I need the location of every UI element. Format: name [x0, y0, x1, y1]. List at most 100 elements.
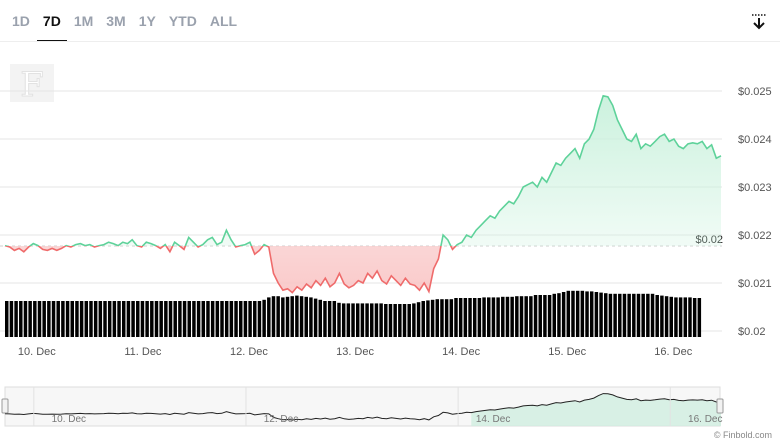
volume-bar: [613, 293, 617, 337]
volume-bar: [355, 303, 360, 337]
volume-bar: [56, 301, 60, 337]
volume-bar: [145, 301, 149, 337]
volume-bar: [566, 290, 571, 337]
volume-bar: [5, 301, 9, 337]
volume-bar: [313, 298, 318, 337]
volume-bar: [365, 303, 369, 337]
volume-bar: [519, 296, 524, 337]
volume-bar: [627, 293, 631, 337]
volume-bar: [529, 296, 533, 337]
volume-bar: [440, 299, 444, 337]
volume-bar: [496, 297, 500, 337]
volume-bar: [618, 293, 622, 337]
volume-bar: [379, 303, 383, 337]
volume-bar: [463, 298, 468, 337]
volume-bar: [164, 301, 168, 337]
volume-bar: [669, 296, 673, 337]
price-line-up: [4, 94, 722, 247]
volume-bar: [117, 301, 121, 337]
x-tick-label: 10. Dec: [18, 346, 56, 358]
volume-bar: [206, 301, 210, 337]
tab-7d[interactable]: 7D: [36, 8, 67, 42]
download-icon[interactable]: [749, 12, 769, 32]
volume-bar: [220, 301, 224, 337]
volume-bar: [674, 297, 678, 337]
volume-bar: [608, 293, 613, 337]
volume-bar: [632, 293, 636, 337]
volume-bar: [458, 298, 463, 337]
volume-bar: [346, 303, 351, 337]
volume-bar: [426, 300, 430, 337]
volume-bar: [524, 296, 528, 337]
volume-bar: [688, 297, 692, 337]
area-above-fill: [5, 95, 721, 247]
volume-bar: [210, 301, 215, 337]
volume-bar: [552, 293, 557, 337]
volume-bar: [393, 304, 397, 337]
volume-bar: [323, 301, 327, 337]
volume-bar: [449, 299, 454, 337]
tab-1m[interactable]: 1M: [73, 13, 94, 29]
volume-bar: [454, 298, 458, 337]
price-chart[interactable]: $0.02$0.021$0.022$0.023$0.024$0.025$0.02…: [0, 44, 780, 444]
volume-bar: [61, 301, 65, 337]
volume-bar: [309, 297, 313, 337]
volume-bar: [281, 297, 285, 337]
volume-bar: [75, 301, 79, 337]
y-tick-label: $0.02: [738, 326, 766, 338]
tab-all[interactable]: ALL: [209, 13, 238, 29]
volume-bar: [51, 301, 56, 337]
volume-bar: [33, 301, 37, 337]
volume-bar: [491, 297, 496, 337]
navigator-tick-label: 12. Dec: [264, 414, 298, 425]
volume-bar: [533, 295, 538, 337]
volume-bar: [412, 303, 416, 337]
volume-bar: [173, 301, 177, 337]
volume-bar: [468, 298, 472, 337]
volume-bar: [136, 301, 140, 337]
volume-bar: [79, 301, 84, 337]
volume-bar: [515, 296, 519, 337]
volume-bar: [70, 301, 74, 337]
volume-bar: [547, 295, 552, 337]
volume-bar: [435, 299, 440, 337]
volume-bar: [683, 297, 688, 337]
tab-3m[interactable]: 3M: [106, 13, 126, 29]
y-tick-label: $0.023: [738, 182, 772, 194]
volume-bar: [351, 303, 355, 337]
volume-bar: [238, 301, 243, 337]
volume-bar: [37, 301, 42, 337]
volume-bar: [89, 301, 93, 337]
volume-bar: [196, 301, 201, 337]
volume-bar: [23, 301, 28, 337]
navigator-handle-left: [1, 398, 9, 414]
finbold-logo: F: [10, 64, 54, 102]
tab-1d[interactable]: 1D: [12, 13, 30, 29]
tab-ytd[interactable]: YTD: [168, 13, 197, 29]
volume-bar: [215, 301, 220, 337]
volume-bar: [557, 293, 561, 337]
volume-bar: [295, 295, 299, 337]
volume-bar: [501, 296, 505, 337]
volume-bar: [276, 296, 280, 337]
volume-bar: [487, 297, 491, 337]
volume-bar: [229, 301, 234, 337]
volume-bar: [337, 302, 341, 337]
navigator-tick-label: 16. Dec: [688, 414, 722, 425]
volume-bar: [131, 301, 135, 337]
volume-bar: [655, 295, 659, 337]
volume-bar: [384, 304, 388, 337]
volume-bar: [407, 304, 411, 337]
volume-bar: [421, 301, 425, 337]
navigator-line: [4, 393, 722, 421]
volume-bar: [112, 301, 117, 337]
price-line-down: [4, 246, 457, 294]
range-tabs: 1D 7D 1M 3M 1Y YTD ALL: [6, 8, 244, 42]
volume-bar: [636, 293, 641, 337]
volume-bar: [575, 290, 580, 337]
volume-bar: [224, 301, 229, 337]
volume-bar: [664, 296, 669, 337]
volume-bar: [262, 299, 266, 337]
volume-bar: [150, 301, 154, 337]
tab-1y[interactable]: 1Y: [138, 13, 156, 29]
